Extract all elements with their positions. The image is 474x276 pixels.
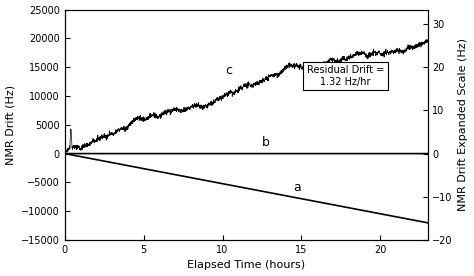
Text: c: c xyxy=(226,64,233,77)
Text: b: b xyxy=(262,136,270,149)
X-axis label: Elapsed Time (hours): Elapsed Time (hours) xyxy=(187,261,305,270)
Y-axis label: NMR Drift Expanded Scale (Hz): NMR Drift Expanded Scale (Hz) xyxy=(458,38,468,211)
Text: a: a xyxy=(293,181,301,194)
Text: Residual Drift =
1.32 Hz/hr: Residual Drift = 1.32 Hz/hr xyxy=(307,65,384,87)
Y-axis label: NMR Drift (Hz): NMR Drift (Hz) xyxy=(6,85,16,165)
